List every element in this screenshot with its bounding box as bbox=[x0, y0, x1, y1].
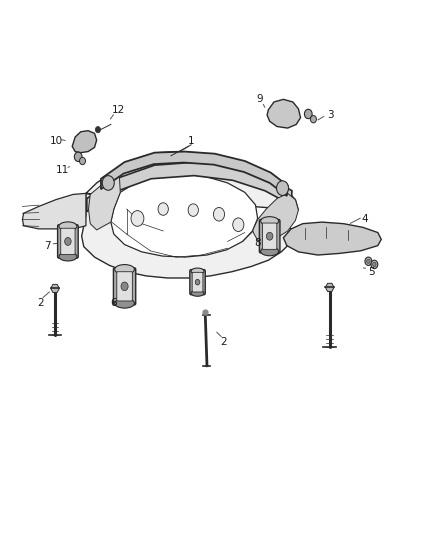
Ellipse shape bbox=[115, 298, 134, 308]
Text: 1: 1 bbox=[188, 136, 194, 146]
Circle shape bbox=[373, 262, 376, 266]
Circle shape bbox=[371, 260, 378, 269]
FancyBboxPatch shape bbox=[259, 220, 280, 253]
Circle shape bbox=[121, 282, 128, 290]
Circle shape bbox=[266, 232, 273, 240]
Text: 9: 9 bbox=[257, 94, 263, 104]
Text: 10: 10 bbox=[49, 136, 63, 146]
Polygon shape bbox=[81, 151, 298, 278]
Circle shape bbox=[80, 157, 85, 165]
Circle shape bbox=[74, 152, 82, 161]
Polygon shape bbox=[88, 176, 120, 230]
Ellipse shape bbox=[191, 290, 204, 296]
Text: 7: 7 bbox=[44, 240, 51, 251]
Text: 6: 6 bbox=[110, 298, 117, 308]
Ellipse shape bbox=[191, 268, 204, 274]
Ellipse shape bbox=[59, 222, 77, 231]
Text: 4: 4 bbox=[362, 214, 368, 224]
Polygon shape bbox=[51, 285, 59, 293]
Circle shape bbox=[95, 126, 101, 133]
FancyBboxPatch shape bbox=[113, 268, 136, 305]
FancyBboxPatch shape bbox=[192, 272, 203, 292]
Polygon shape bbox=[267, 99, 300, 128]
FancyBboxPatch shape bbox=[190, 270, 205, 295]
Text: 8: 8 bbox=[254, 238, 261, 248]
Text: 11: 11 bbox=[56, 165, 69, 175]
Polygon shape bbox=[252, 193, 298, 241]
Polygon shape bbox=[22, 193, 86, 229]
Circle shape bbox=[65, 238, 71, 245]
Circle shape bbox=[304, 109, 312, 119]
Circle shape bbox=[188, 204, 198, 216]
FancyBboxPatch shape bbox=[61, 228, 75, 255]
Circle shape bbox=[233, 218, 244, 231]
Polygon shape bbox=[283, 222, 381, 255]
Circle shape bbox=[131, 211, 144, 227]
Ellipse shape bbox=[115, 264, 134, 274]
Ellipse shape bbox=[261, 217, 279, 225]
Circle shape bbox=[213, 207, 225, 221]
Polygon shape bbox=[325, 284, 334, 292]
Circle shape bbox=[311, 116, 316, 123]
FancyBboxPatch shape bbox=[58, 225, 78, 258]
Text: 12: 12 bbox=[112, 105, 125, 115]
Ellipse shape bbox=[276, 181, 289, 196]
Polygon shape bbox=[101, 151, 288, 196]
Polygon shape bbox=[72, 131, 97, 152]
Ellipse shape bbox=[102, 175, 114, 190]
Ellipse shape bbox=[59, 252, 77, 261]
Text: 3: 3 bbox=[327, 110, 334, 120]
FancyBboxPatch shape bbox=[262, 223, 277, 249]
FancyBboxPatch shape bbox=[117, 272, 132, 301]
Polygon shape bbox=[87, 162, 292, 212]
Circle shape bbox=[365, 257, 372, 265]
Text: 5: 5 bbox=[368, 266, 374, 277]
Text: 2: 2 bbox=[220, 337, 226, 347]
Circle shape bbox=[195, 279, 200, 285]
Ellipse shape bbox=[261, 247, 279, 256]
Polygon shape bbox=[111, 174, 258, 257]
Circle shape bbox=[367, 259, 370, 263]
Circle shape bbox=[158, 203, 168, 215]
Text: 2: 2 bbox=[38, 298, 44, 308]
